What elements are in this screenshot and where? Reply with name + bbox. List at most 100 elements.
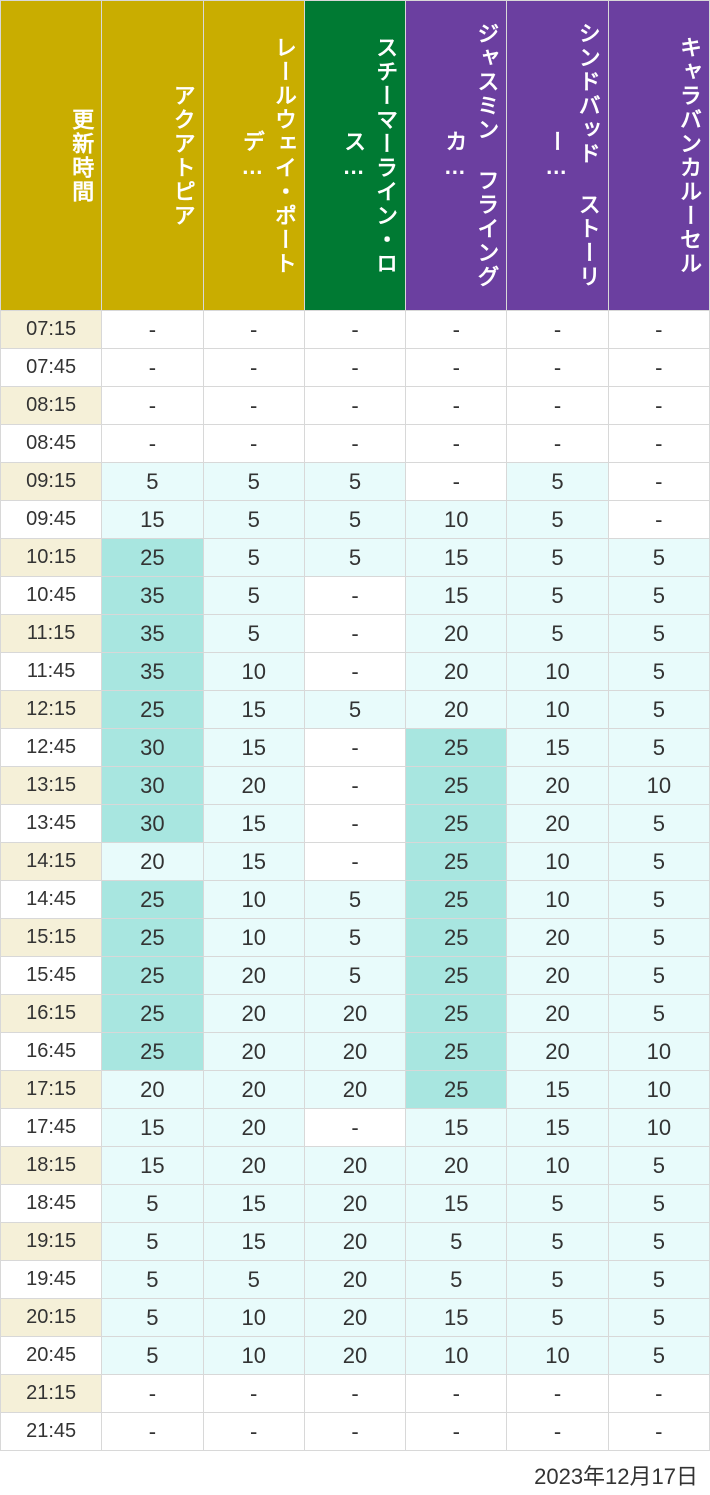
wait-time-cell: 25 [406, 881, 507, 919]
time-cell: 16:45 [1, 1033, 102, 1071]
wait-time-cell: 10 [507, 881, 608, 919]
wait-time-cell: - [304, 577, 405, 615]
table-row: 09:15555-5- [1, 463, 710, 501]
wait-time-cell: 20 [507, 1033, 608, 1071]
wait-time-cell: - [608, 387, 709, 425]
wait-time-cell: 25 [406, 919, 507, 957]
wait-time-cell: 15 [507, 729, 608, 767]
wait-time-cell: 25 [406, 767, 507, 805]
wait-time-cell: 5 [304, 539, 405, 577]
wait-time-cell: 10 [406, 1337, 507, 1375]
wait-time-cell: 25 [406, 805, 507, 843]
wait-time-cell: 5 [507, 1299, 608, 1337]
wait-time-cell: 5 [203, 539, 304, 577]
table-row: 08:45------ [1, 425, 710, 463]
table-row: 21:45------ [1, 1413, 710, 1451]
wait-time-cell: 30 [102, 805, 203, 843]
time-cell: 14:45 [1, 881, 102, 919]
time-cell: 17:45 [1, 1109, 102, 1147]
wait-time-cell: 20 [203, 767, 304, 805]
wait-time-cell: 25 [406, 995, 507, 1033]
wait-time-cell: 5 [608, 919, 709, 957]
wait-time-cell: 15 [406, 539, 507, 577]
wait-time-cell: 20 [406, 1147, 507, 1185]
attraction-column-header: レールウェイ・ポートデ… [203, 1, 304, 311]
time-cell: 09:45 [1, 501, 102, 539]
wait-time-cell: 15 [203, 691, 304, 729]
wait-time-cell: 5 [102, 1223, 203, 1261]
wait-time-cell: 5 [203, 577, 304, 615]
wait-time-cell: 5 [102, 1337, 203, 1375]
wait-time-cell: 20 [203, 1147, 304, 1185]
time-cell: 07:15 [1, 311, 102, 349]
wait-time-cell: 20 [102, 843, 203, 881]
wait-time-cell: 20 [304, 1147, 405, 1185]
attraction-column-header: シンドバッド ストーリー… [507, 1, 608, 311]
wait-time-cell: 5 [608, 1223, 709, 1261]
wait-time-cell: 5 [203, 463, 304, 501]
time-cell: 10:45 [1, 577, 102, 615]
time-cell: 15:15 [1, 919, 102, 957]
wait-time-cell: 20 [507, 805, 608, 843]
time-cell: 08:45 [1, 425, 102, 463]
wait-time-cell: 25 [102, 919, 203, 957]
wait-time-cell: 25 [406, 1071, 507, 1109]
table-row: 20:15510201555 [1, 1299, 710, 1337]
wait-time-cell: 20 [304, 1299, 405, 1337]
wait-time-cell: 5 [608, 577, 709, 615]
wait-time-cell: 5 [507, 615, 608, 653]
wait-time-cell: - [203, 425, 304, 463]
attraction-column-header: アクアトピア [102, 1, 203, 311]
wait-time-cell: - [102, 387, 203, 425]
table-row: 07:45------ [1, 349, 710, 387]
wait-time-cell: 5 [507, 539, 608, 577]
table-row: 18:1515202020105 [1, 1147, 710, 1185]
wait-time-cell: 30 [102, 729, 203, 767]
wait-time-cell: 20 [203, 1033, 304, 1071]
wait-time-cell: 5 [406, 1261, 507, 1299]
table-row: 12:453015-25155 [1, 729, 710, 767]
wait-time-cell: - [102, 311, 203, 349]
time-cell: 12:15 [1, 691, 102, 729]
wait-time-cell: 25 [406, 729, 507, 767]
wait-time-cell: - [304, 425, 405, 463]
wait-time-cell: 5 [102, 1185, 203, 1223]
wait-time-cell: 20 [304, 1033, 405, 1071]
wait-time-cell: - [608, 1375, 709, 1413]
wait-time-cell: 10 [203, 653, 304, 691]
wait-time-cell: 20 [406, 653, 507, 691]
time-cell: 18:45 [1, 1185, 102, 1223]
wait-time-cell: - [406, 425, 507, 463]
table-row: 21:15------ [1, 1375, 710, 1413]
wait-time-cell: - [203, 1413, 304, 1451]
wait-time-cell: - [304, 729, 405, 767]
wait-time-cell: 10 [406, 501, 507, 539]
table-row: 08:15------ [1, 387, 710, 425]
wait-time-cell: 5 [608, 1147, 709, 1185]
wait-time-cell: 5 [406, 1223, 507, 1261]
table-row: 12:152515520105 [1, 691, 710, 729]
time-cell: 13:45 [1, 805, 102, 843]
time-cell: 11:45 [1, 653, 102, 691]
wait-time-cell: 10 [608, 1033, 709, 1071]
wait-time-cell: 10 [203, 919, 304, 957]
wait-time-cell: 20 [507, 957, 608, 995]
wait-time-cell: - [406, 463, 507, 501]
wait-time-cell: 5 [304, 463, 405, 501]
wait-time-cell: 5 [608, 1261, 709, 1299]
wait-time-cell: 20 [507, 995, 608, 1033]
wait-time-cell: 10 [203, 1299, 304, 1337]
wait-time-cell: 5 [608, 995, 709, 1033]
wait-time-cell: - [304, 805, 405, 843]
wait-time-cell: 15 [203, 1185, 304, 1223]
wait-time-cell: - [406, 387, 507, 425]
wait-time-cell: - [406, 311, 507, 349]
wait-time-cell: 35 [102, 577, 203, 615]
wait-time-cell: 15 [203, 729, 304, 767]
wait-time-cell: 5 [203, 501, 304, 539]
time-cell: 11:15 [1, 615, 102, 653]
wait-time-cell: 15 [507, 1109, 608, 1147]
wait-time-cell: 5 [608, 615, 709, 653]
table-row: 17:15202020251510 [1, 1071, 710, 1109]
wait-time-cell: - [203, 349, 304, 387]
